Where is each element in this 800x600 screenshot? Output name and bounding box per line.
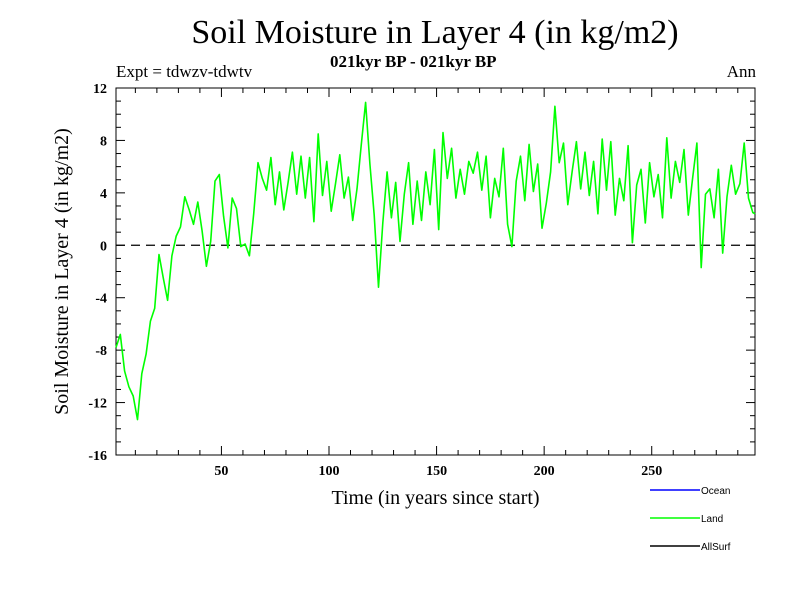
x-tick-label: 200 <box>534 464 555 479</box>
legend-label-ocean: Ocean <box>701 486 730 497</box>
period-label: Ann <box>726 62 756 81</box>
legend: Ocean Land AllSurf <box>650 486 731 553</box>
x-tick-label: 100 <box>319 464 340 479</box>
x-axis-title: Time (in years since start) <box>331 487 539 509</box>
legend-label-allsurf: AllSurf <box>701 542 731 553</box>
legend-label-land: Land <box>701 514 723 525</box>
y-tick-label: -16 <box>88 449 107 464</box>
x-tick-label: 150 <box>426 464 447 479</box>
y-tick-label: 12 <box>93 82 107 97</box>
series-layer <box>115 101 756 421</box>
chart-title: Soil Moisture in Layer 4 (in kg/m2) <box>191 14 679 51</box>
axes-layer: 50 100 150 200 250 -16 -12 -8 -4 0 4 8 12 Time (in ye… <box>51 82 756 509</box>
y-tick-label: -8 <box>95 344 107 359</box>
y-tick-label: 8 <box>100 134 107 149</box>
series-line-land <box>115 101 756 421</box>
y-axis-title: Soil Moisture in Layer 4 (in kg/m2) <box>51 128 73 415</box>
y-tick-label: -12 <box>88 397 107 412</box>
y-tick-label: -4 <box>95 292 107 307</box>
x-tick-label: 250 <box>641 464 662 479</box>
plot-frame <box>115 87 756 456</box>
y-tick-label: 0 <box>100 239 107 254</box>
x-tick-label: 50 <box>214 464 228 479</box>
chart-subtitle: 021kyr BP - 021kyr BP <box>330 52 497 71</box>
y-tick-label: 4 <box>100 187 107 202</box>
experiment-label: Expt = tdwzv-tdwtv <box>116 62 253 81</box>
